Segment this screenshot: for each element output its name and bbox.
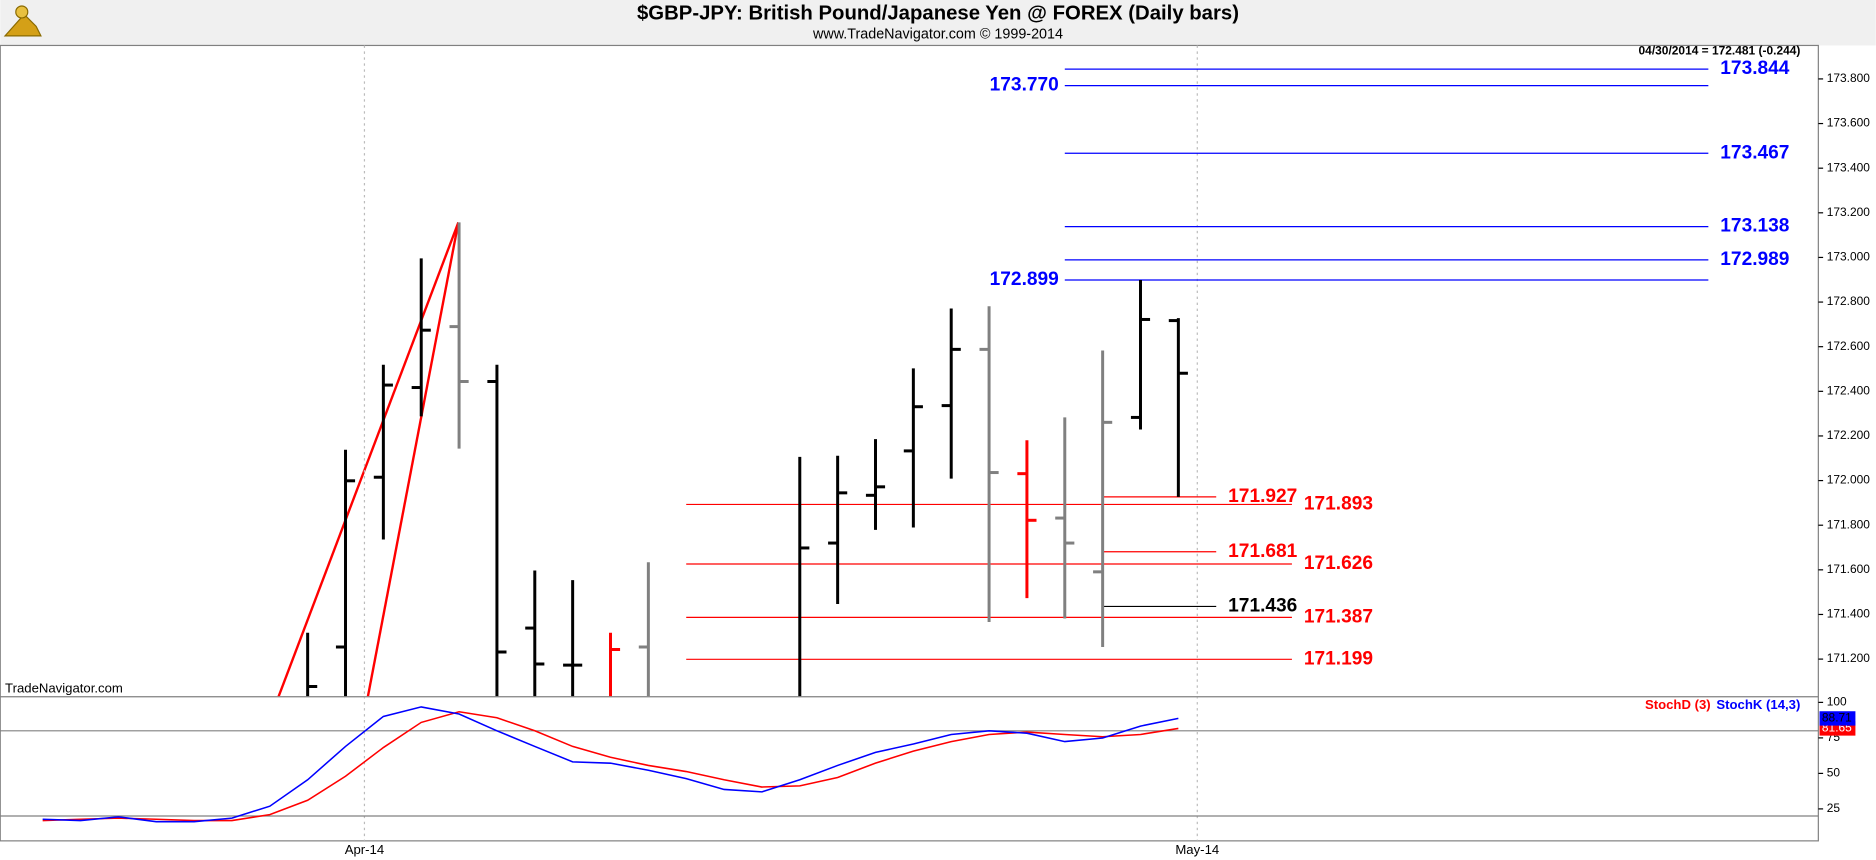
level-label: 171.927 bbox=[1228, 486, 1297, 507]
stoch-line bbox=[42, 706, 1179, 823]
level-label: 171.681 bbox=[1228, 541, 1297, 562]
y-tick-label: 50 bbox=[1827, 766, 1841, 780]
y-tick-label: 171.600 bbox=[1827, 562, 1871, 576]
y-tick-label: 173.400 bbox=[1827, 160, 1871, 174]
y-tick-label: 172.000 bbox=[1827, 473, 1871, 487]
y-tick-label: 100 bbox=[1827, 695, 1847, 709]
last-price-note: 04/30/2014 = 172.481 (-0.244) bbox=[1639, 44, 1801, 58]
y-tick-label: 172.200 bbox=[1827, 428, 1871, 442]
y-tick-label: 173.200 bbox=[1827, 205, 1871, 219]
stoch-panel bbox=[0, 697, 1819, 841]
level-label: 171.436 bbox=[1228, 595, 1297, 616]
overlay: 171.200 171.400 171.600 171.800 172.000 172.2… bbox=[345, 58, 1871, 857]
watermark: TradeNavigator.com bbox=[5, 680, 123, 695]
y-tick-label: 172.800 bbox=[1827, 294, 1871, 308]
header-band bbox=[0, 0, 1876, 46]
x-tick-label: May-14 bbox=[1175, 842, 1219, 857]
y-tick-label: 173.000 bbox=[1827, 250, 1871, 264]
chart-title: $GBP-JPY: British Pound/Japanese Yen @ F… bbox=[637, 3, 1239, 25]
legend-entry: StochD (3) bbox=[1645, 697, 1711, 712]
level-label: 171.626 bbox=[1304, 553, 1373, 574]
legend-entry: StochK (14,3) bbox=[1716, 697, 1800, 712]
y-tick-label: 171.800 bbox=[1827, 517, 1871, 531]
chart-subtitle: www.TradeNavigator.com © 1999-2014 bbox=[812, 26, 1063, 42]
y-tick-label: 172.600 bbox=[1827, 339, 1871, 353]
level-label: 172.899 bbox=[990, 269, 1059, 290]
level-label: 171.387 bbox=[1304, 606, 1373, 627]
plot-frame bbox=[0, 44, 1819, 842]
level-label: 173.844 bbox=[1720, 58, 1789, 79]
level-label: 173.138 bbox=[1720, 216, 1789, 237]
y-tick-label: 173.600 bbox=[1827, 116, 1871, 130]
logo bbox=[3, 5, 42, 37]
y-tick-label: 171.200 bbox=[1827, 651, 1871, 665]
y-tick-label: 171.400 bbox=[1827, 607, 1871, 621]
last-value-box bbox=[1819, 711, 1856, 726]
level-label: 171.199 bbox=[1304, 648, 1373, 669]
level-label: 173.467 bbox=[1720, 142, 1789, 163]
y-tick-label: 173.800 bbox=[1827, 71, 1871, 85]
y-tick-label: 172.400 bbox=[1827, 383, 1871, 397]
last-value-label: 88.71 bbox=[1822, 711, 1852, 725]
price-panel bbox=[306, 45, 1709, 697]
level-label: 172.989 bbox=[1720, 249, 1789, 270]
x-tick-label: Apr-14 bbox=[345, 842, 384, 857]
level-label: 171.893 bbox=[1304, 494, 1373, 515]
y-tick-label: 25 bbox=[1827, 801, 1841, 815]
level-label: 173.770 bbox=[990, 75, 1059, 96]
trend-line bbox=[366, 222, 460, 697]
stoch-line bbox=[42, 710, 1179, 822]
